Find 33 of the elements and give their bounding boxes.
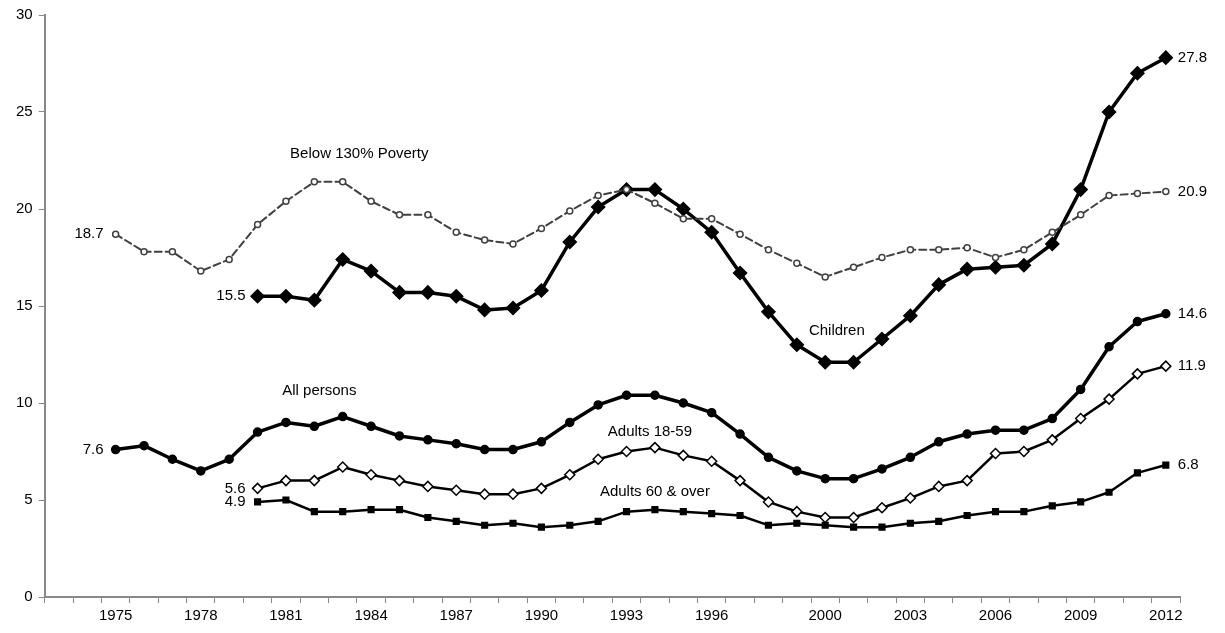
x-tick-label: 1984 bbox=[354, 606, 388, 624]
data-label: 14.6 bbox=[1177, 303, 1208, 321]
y-tick-label: 25 bbox=[16, 102, 33, 120]
x-tick-label: 2003 bbox=[893, 606, 928, 624]
data-label: 20.9 bbox=[1177, 181, 1208, 199]
y-tick-label: 5 bbox=[24, 490, 33, 508]
data-label: 27.8 bbox=[1177, 47, 1208, 65]
x-tick-label: 2000 bbox=[808, 606, 842, 624]
data-label: 6.8 bbox=[1177, 455, 1199, 473]
x-tick-label: 2012 bbox=[1149, 606, 1183, 624]
series-label: Children bbox=[808, 320, 865, 338]
series-label: Adults 60 & over bbox=[599, 481, 710, 499]
series-label: Adults 18-59 bbox=[607, 421, 693, 439]
series-label: Below 130% Poverty bbox=[290, 143, 430, 161]
y-tick-label: 20 bbox=[16, 199, 33, 217]
y-tick-label: 15 bbox=[16, 296, 33, 314]
x-tick-label: 1993 bbox=[609, 606, 644, 624]
data-label: 11.9 bbox=[1177, 356, 1206, 374]
x-tick-label: 1981 bbox=[269, 606, 303, 624]
data-label: 15.5 bbox=[216, 286, 246, 304]
y-tick-label: 30 bbox=[16, 5, 33, 23]
y-tick-label: 10 bbox=[16, 393, 33, 411]
y-tick-label: 0 bbox=[24, 587, 33, 605]
series-label: All persons bbox=[282, 381, 357, 399]
x-tick-label: 2006 bbox=[978, 606, 1013, 624]
x-tick-label: 2009 bbox=[1063, 606, 1098, 624]
x-tick-label: 1987 bbox=[439, 606, 473, 624]
data-label: 7.6 bbox=[82, 439, 104, 457]
x-tick-label: 1996 bbox=[694, 606, 729, 624]
x-tick-label: 1990 bbox=[524, 606, 559, 624]
x-tick-label: 1975 bbox=[98, 606, 133, 624]
x-tick-label: 1978 bbox=[184, 606, 218, 624]
data-label: 18.7 bbox=[74, 224, 104, 242]
